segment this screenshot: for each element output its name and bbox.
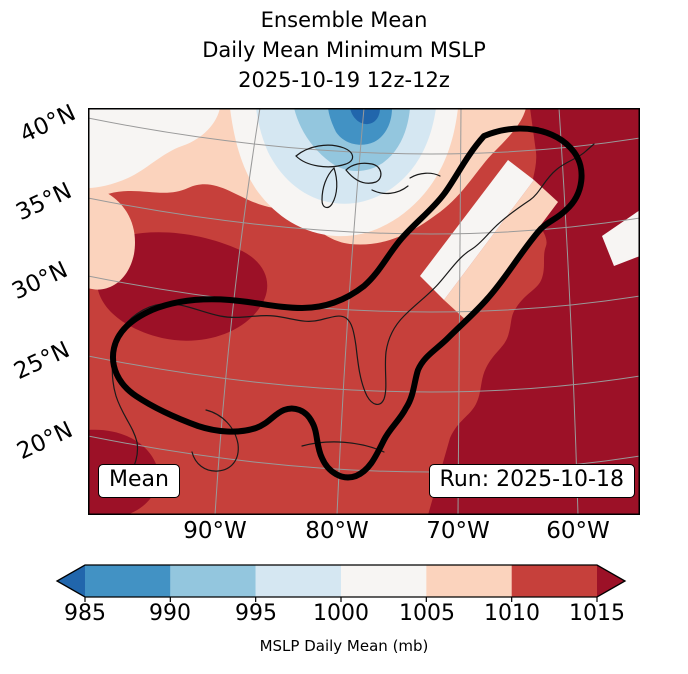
coastline-yucatan (191, 409, 239, 472)
highlight-region-contour (110, 125, 585, 481)
field-1000-1005-east-notch (602, 210, 640, 266)
coastline-lake-huron (345, 162, 382, 184)
lon-gridline-70w (457, 108, 462, 515)
colorbar-over-triangle (597, 565, 625, 597)
field-1000-1005-northwest (88, 108, 220, 188)
lon-gridline-80w (336, 108, 365, 515)
colorbar-segment-995-1000 (255, 565, 342, 597)
field-1005-1010-coast-stripe (444, 180, 558, 322)
colorbar: 985 990 995 1000 1005 1010 1015 MSLP Dai… (0, 561, 688, 674)
pressure-field (88, 108, 640, 515)
chart-title-line-1: Ensemble Mean (260, 8, 428, 32)
lon-gridline-60w (558, 108, 579, 515)
colorbar-tick-label-1015: 1015 (569, 601, 625, 626)
colorbar-tick-label-985: 985 (64, 601, 106, 626)
chart-title-line-3: 2025-10-19 12z-12z (238, 68, 450, 92)
lat-gridline-35n (88, 197, 640, 235)
colorbar-segment-990-995 (170, 565, 256, 597)
map-frame (88, 108, 640, 515)
lon-label-60w: 60°W (546, 518, 610, 544)
lon-label-90w: 90°W (183, 518, 247, 544)
coastline-gulf-eastcoast (117, 143, 595, 405)
colorbar-segment-1010-1015 (511, 565, 598, 597)
lat-gridline-25n (88, 355, 640, 393)
field-over-1015-atlantic (428, 108, 640, 515)
field-1005-1010-west-strip (88, 186, 135, 290)
colorbar-segment-1005-1010 (426, 565, 512, 597)
colorbar-ticks (84, 597, 598, 602)
field-1000-1005-coast-stripe (420, 160, 534, 300)
lat-label-25n: 25°N (10, 336, 74, 386)
field-under-985 (350, 108, 380, 125)
lat-label-30n: 30°N (8, 256, 72, 306)
colorbar-tick-label-1005: 1005 (399, 601, 455, 626)
lon-label-80w: 80°W (305, 518, 369, 544)
colorbar-svg (55, 564, 627, 602)
mean-box: Mean (98, 464, 180, 498)
chart-title-line-2: Daily Mean Minimum MSLP (202, 38, 486, 62)
lat-label-20n: 20°N (13, 416, 77, 466)
map-panel: Mean Run: 2025-10-18 (88, 108, 640, 515)
coastline-lake-ontario (409, 172, 441, 179)
coastline-lake-erie (371, 185, 409, 195)
map-svg (88, 108, 640, 515)
colorbar-tick-label-995: 995 (235, 601, 277, 626)
colorbar-caption: MSLP Daily Mean (mb) (259, 637, 429, 655)
run-box-label: Run: 2025-10-18 (439, 467, 624, 492)
coastline-lake-michigan (321, 166, 338, 209)
colorbar-segment-985-990 (85, 565, 171, 597)
run-box: Run: 2025-10-18 (428, 464, 635, 498)
mean-box-label: Mean (109, 467, 169, 492)
lat-label-40n: 40°N (16, 99, 80, 149)
colorbar-segment-1000-1005 (341, 565, 427, 597)
coastline-lake-superior (295, 144, 354, 168)
colorbar-tick-label-990: 990 (149, 601, 191, 626)
lat-label-35n: 35°N (12, 177, 76, 227)
lon-label-70w: 70°W (426, 518, 490, 544)
lat-gridline-30n (88, 275, 640, 313)
colorbar-under-triangle (57, 565, 85, 597)
colorbar-tick-label-1000: 1000 (313, 601, 369, 626)
lon-gridline-90w (214, 108, 261, 515)
colorbar-tick-label-1010: 1010 (484, 601, 540, 626)
